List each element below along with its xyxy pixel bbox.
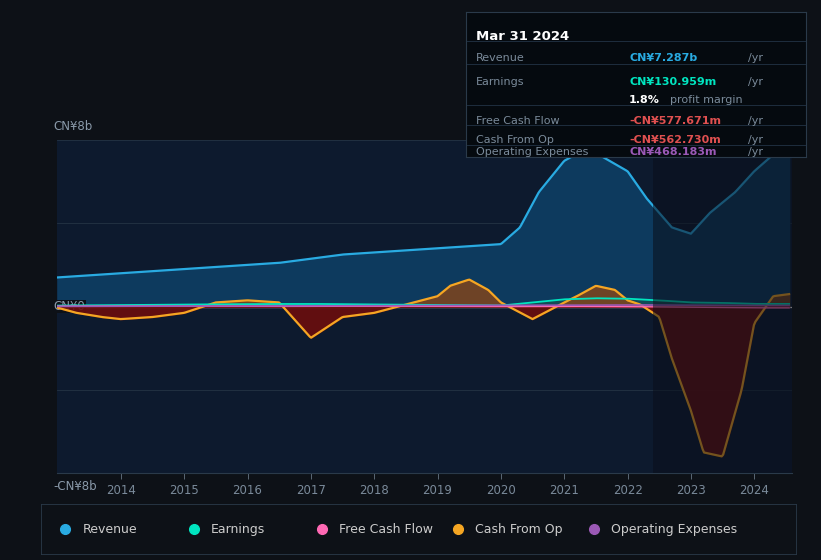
Text: Earnings: Earnings xyxy=(211,522,265,536)
Text: Operating Expenses: Operating Expenses xyxy=(612,522,737,536)
Text: CN¥7.287b: CN¥7.287b xyxy=(629,53,697,63)
Text: /yr: /yr xyxy=(748,53,764,63)
Text: Free Cash Flow: Free Cash Flow xyxy=(339,522,433,536)
Text: Operating Expenses: Operating Expenses xyxy=(475,147,588,157)
Text: Free Cash Flow: Free Cash Flow xyxy=(475,116,559,127)
Text: CN¥0: CN¥0 xyxy=(54,300,85,313)
Text: Mar 31 2024: Mar 31 2024 xyxy=(475,30,569,43)
Text: -CN¥577.671m: -CN¥577.671m xyxy=(629,116,721,127)
Text: /yr: /yr xyxy=(748,116,764,127)
Text: CN¥130.959m: CN¥130.959m xyxy=(629,77,716,87)
Bar xyxy=(653,140,792,473)
Text: Cash From Op: Cash From Op xyxy=(475,135,553,145)
Text: profit margin: profit margin xyxy=(670,95,742,105)
Text: CN¥8b: CN¥8b xyxy=(54,120,93,133)
Text: CN¥468.183m: CN¥468.183m xyxy=(629,147,717,157)
Text: /yr: /yr xyxy=(748,135,764,145)
Text: -CN¥562.730m: -CN¥562.730m xyxy=(629,135,721,145)
Text: Revenue: Revenue xyxy=(83,522,137,536)
Text: Revenue: Revenue xyxy=(475,53,525,63)
Text: 1.8%: 1.8% xyxy=(629,95,660,105)
Text: Earnings: Earnings xyxy=(475,77,525,87)
Text: /yr: /yr xyxy=(748,77,764,87)
Text: Cash From Op: Cash From Op xyxy=(475,522,563,536)
Text: -CN¥8b: -CN¥8b xyxy=(54,480,98,493)
Text: /yr: /yr xyxy=(748,147,764,157)
